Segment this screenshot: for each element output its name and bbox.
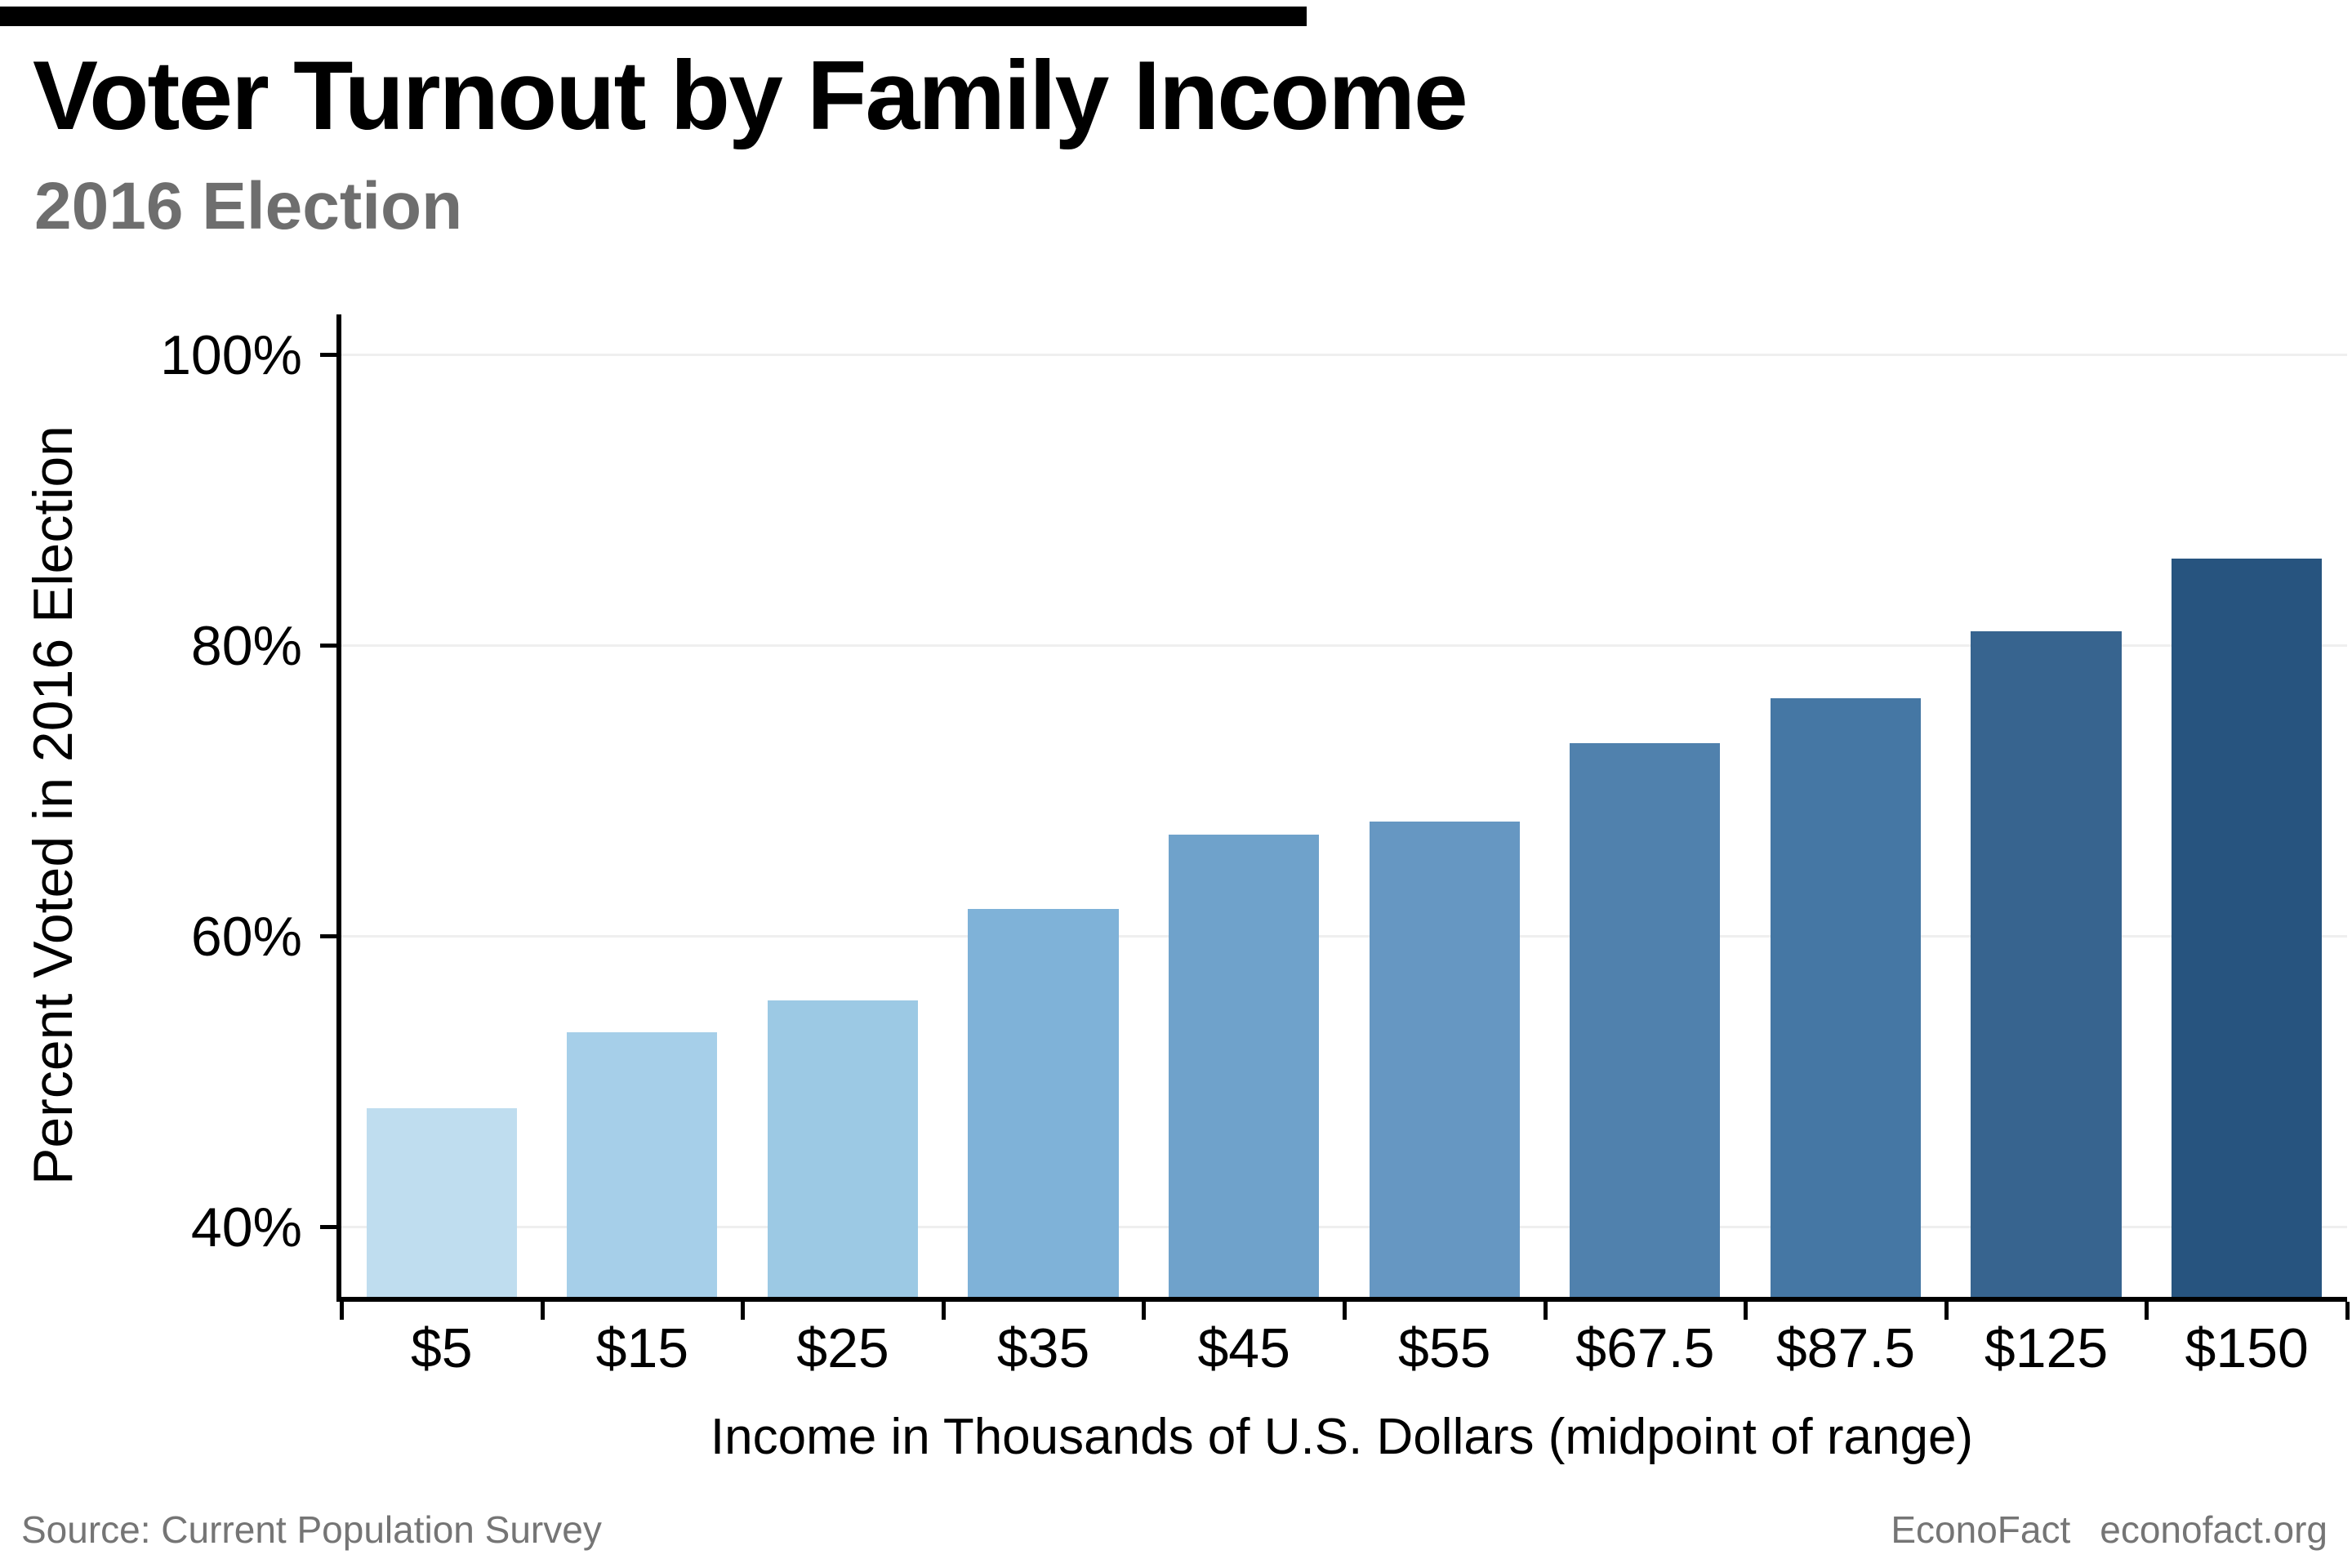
bar-$15	[567, 1032, 718, 1297]
x-tick-label: $5	[410, 1317, 473, 1379]
bar-$67.5	[1570, 742, 1721, 1297]
x-tick-label: $67.5	[1575, 1317, 1715, 1379]
x-tick-mark	[540, 1302, 545, 1320]
chart-subtitle: 2016 Election	[34, 169, 463, 243]
gridline	[341, 644, 2347, 647]
y-tick-mark	[320, 933, 336, 938]
bar-$35	[968, 908, 1119, 1297]
plot-area	[320, 314, 2350, 1320]
brand-name: EconoFact	[1891, 1508, 2071, 1551]
bar-slot	[542, 314, 743, 1297]
bar-$150	[2172, 558, 2323, 1297]
bar-slot	[2146, 314, 2347, 1297]
y-tick-mark	[320, 643, 336, 648]
bar-slot	[1745, 314, 1946, 1297]
x-tick-mark	[2145, 1302, 2149, 1320]
y-tick-mark	[320, 1224, 336, 1229]
x-tick-label: $35	[996, 1317, 1090, 1379]
x-tick-mark	[2345, 1302, 2350, 1320]
bar-slot	[1143, 314, 1344, 1297]
branding: EconoFact econofact.org	[1891, 1508, 2328, 1552]
x-tick-mark	[1944, 1302, 1949, 1320]
x-axis-title: Income in Thousands of U.S. Dollars (mid…	[710, 1409, 1974, 1465]
x-tick-labels: $5 $15 $25 $35 $45 $55 $67.5 $87.5 $125 $150	[336, 1316, 2347, 1380]
y-tick-mark	[320, 352, 336, 357]
y-tick-label: 60%	[190, 905, 302, 968]
bar-slot	[742, 314, 943, 1297]
brand-site: econofact.org	[2100, 1508, 2328, 1551]
chart-title: Voter Turnout by Family Income	[33, 41, 1468, 150]
bar-slot	[1545, 314, 1746, 1297]
x-tick-label: $87.5	[1775, 1317, 1916, 1379]
x-tick-label: $15	[595, 1317, 689, 1379]
x-tick-mark	[1744, 1302, 1748, 1320]
x-tick-mark	[1343, 1302, 1347, 1320]
bar-$125	[1971, 630, 2122, 1297]
y-tick-label: 80%	[190, 614, 302, 677]
x-tick-mark	[340, 1302, 344, 1320]
bar-slot	[1344, 314, 1545, 1297]
source-note: Source: Current Population Survey	[21, 1508, 602, 1551]
y-tick-label: 100%	[160, 323, 302, 386]
bar-slot	[943, 314, 1144, 1297]
x-tick-label: $125	[1984, 1317, 2109, 1379]
bar-$25	[767, 1000, 919, 1297]
bars-container	[341, 314, 2347, 1297]
y-tick-labels: 40% 60% 80% 100%	[0, 314, 315, 1297]
x-tick-label: $25	[796, 1317, 889, 1379]
x-tick-mark	[1543, 1302, 1548, 1320]
x-tick-mark	[1142, 1302, 1147, 1320]
bar-$5	[366, 1107, 517, 1297]
x-tick-label: $150	[2185, 1317, 2309, 1379]
bar-$55	[1369, 822, 1520, 1297]
gridline	[341, 353, 2347, 356]
x-tick-label: $55	[1398, 1317, 1491, 1379]
bar-$87.5	[1770, 697, 1922, 1297]
y-tick-label: 40%	[190, 1196, 302, 1258]
top-rule-bar	[0, 7, 1307, 26]
bar-$45	[1169, 835, 1320, 1297]
gridline	[341, 1225, 2347, 1228]
bar-slot	[1946, 314, 2147, 1297]
gridline	[341, 934, 2347, 938]
x-tick-mark	[941, 1302, 946, 1320]
x-tick-mark	[741, 1302, 746, 1320]
x-tick-label: $45	[1197, 1317, 1290, 1379]
bar-slot	[341, 314, 542, 1297]
